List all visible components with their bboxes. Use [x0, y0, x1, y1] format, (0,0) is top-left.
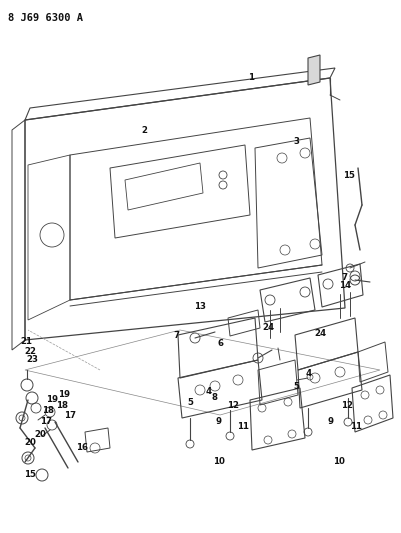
Text: 17: 17: [40, 417, 52, 425]
Text: 15: 15: [24, 470, 36, 479]
Text: 12: 12: [341, 401, 353, 409]
Text: 22: 22: [24, 348, 36, 356]
Text: 20: 20: [34, 430, 46, 439]
Text: 5: 5: [294, 382, 300, 391]
Text: 7: 7: [342, 273, 348, 281]
Text: 17: 17: [64, 411, 76, 420]
Text: 4: 4: [306, 369, 312, 377]
Text: 20: 20: [24, 438, 36, 447]
Polygon shape: [308, 55, 320, 85]
Text: 23: 23: [26, 356, 38, 364]
Text: 19: 19: [46, 395, 58, 404]
Text: 18: 18: [56, 401, 68, 409]
Text: 8: 8: [212, 393, 217, 401]
Text: 8 J69 6300 A: 8 J69 6300 A: [8, 13, 83, 23]
Text: 14: 14: [339, 281, 351, 289]
Text: 7: 7: [173, 332, 180, 340]
Text: 6: 6: [218, 340, 223, 348]
Text: 24: 24: [263, 324, 275, 332]
Text: 3: 3: [294, 137, 300, 146]
Text: 18: 18: [42, 406, 54, 415]
Text: 21: 21: [20, 337, 32, 345]
Text: 13: 13: [194, 302, 207, 311]
Text: 11: 11: [237, 422, 249, 431]
Text: 4: 4: [205, 387, 212, 396]
Text: 24: 24: [315, 329, 327, 337]
Text: 2: 2: [142, 126, 147, 135]
Text: 19: 19: [58, 390, 70, 399]
Text: 9: 9: [216, 417, 221, 425]
Text: 16: 16: [76, 443, 88, 452]
Text: 10: 10: [213, 457, 225, 465]
Text: 1: 1: [248, 73, 253, 82]
Text: 12: 12: [227, 401, 239, 409]
Text: 9: 9: [328, 417, 334, 425]
Text: 15: 15: [343, 172, 355, 180]
Text: 5: 5: [188, 398, 193, 407]
Text: 10: 10: [333, 457, 345, 465]
Text: 11: 11: [350, 422, 362, 431]
